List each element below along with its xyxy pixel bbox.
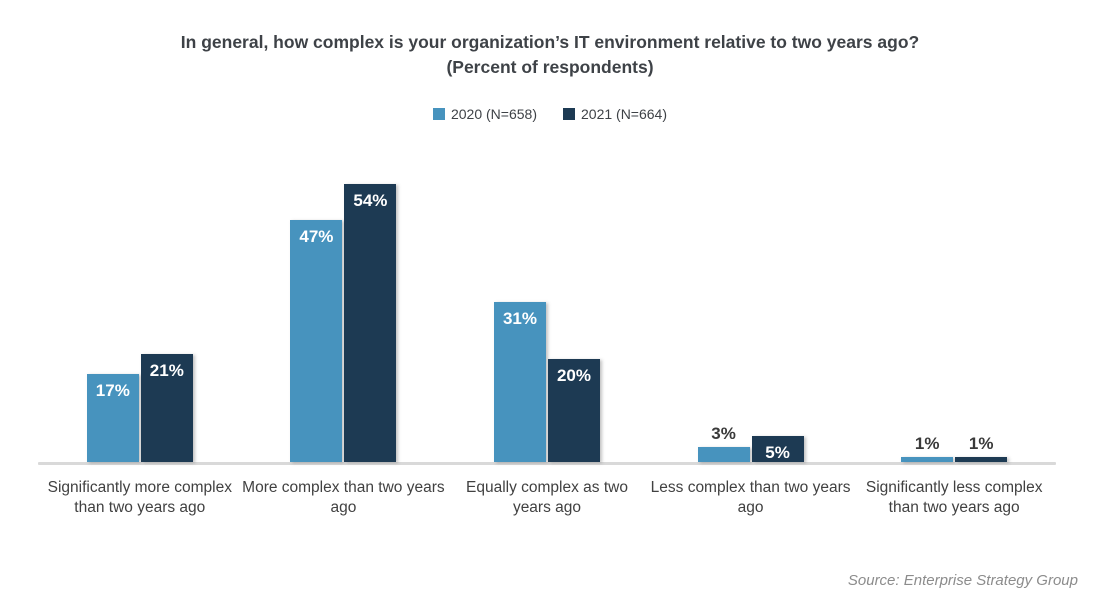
bar-2021: 1%	[955, 434, 1008, 462]
chart-legend: 2020 (N=658) 2021 (N=664)	[0, 104, 1100, 124]
legend-swatch-icon	[563, 107, 575, 120]
plot-area: 17% 21% 47% 54% 31% 20% 3% 5% 1% 1%	[38, 183, 1056, 465]
source-note: Source: Enterprise Strategy Group	[847, 572, 1078, 589]
legend-item-2021: 2021 (N=664)	[563, 106, 667, 122]
bar-2021: 5%	[751, 435, 804, 462]
bar-2020: 31%	[493, 301, 546, 462]
category-label: Significantly less complex than two year…	[865, 478, 1043, 517]
legend-label: 2021 (N=664)	[581, 105, 668, 122]
bar-value-label: 5%	[765, 442, 790, 462]
legend-swatch-icon	[432, 107, 445, 120]
bar-value-label: 17%	[95, 380, 130, 400]
category-label: Significantly more complex than two year…	[47, 478, 232, 517]
chart-subtitle: (Percent of respondents)	[446, 57, 654, 78]
bar-value-label: 47%	[299, 226, 334, 246]
title-block: In general, how complex is your organiza…	[0, 0, 1100, 81]
x-axis-line	[38, 461, 1056, 465]
category-label: Equally complex as two years ago	[466, 478, 628, 517]
bar-2021: 20%	[547, 358, 600, 462]
bar-value-label: 1%	[968, 433, 994, 453]
x-axis-category-labels: Significantly more complex than two year…	[38, 478, 1056, 519]
bar-value-label: 1%	[914, 433, 940, 453]
bar-value-label: 20%	[556, 365, 591, 385]
bar-value-label: 3%	[711, 423, 736, 443]
bar-2021: 21%	[140, 353, 193, 462]
bar-value-label: 21%	[149, 360, 184, 380]
bar-value-label: 54%	[353, 190, 388, 210]
category-label: Less complex than two years ago	[650, 478, 851, 517]
bar-2021: 54%	[344, 183, 397, 462]
bar-group: 17% 21%	[38, 184, 242, 462]
bar-group: 47% 54%	[242, 183, 446, 462]
bar-group: 31% 20%	[445, 184, 649, 462]
category-label: More complex than two years ago	[242, 478, 445, 517]
chart-title: In general, how complex is your organiza…	[180, 32, 920, 52]
bar-value-label: 31%	[502, 308, 537, 328]
bar-group: 1% 1%	[852, 184, 1056, 462]
bar-2020: 3%	[697, 424, 750, 462]
legend-label: 2020 (N=658)	[450, 105, 537, 122]
bar-group: 3% 5%	[649, 184, 853, 462]
bar-2020: 17%	[86, 373, 139, 462]
legend-item-2020: 2020 (N=658)	[432, 105, 537, 122]
bar-2020: 1%	[901, 434, 954, 462]
bar-2020: 47%	[290, 219, 343, 462]
